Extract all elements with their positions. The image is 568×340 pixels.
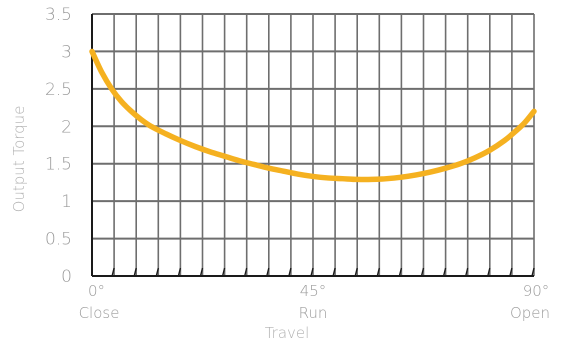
x-minor-tick <box>531 267 535 277</box>
x-minor-tick <box>376 267 380 277</box>
x-minor-tick <box>487 267 491 277</box>
x-tick-sublabel: Open <box>510 304 550 322</box>
x-minor-tick <box>442 267 447 277</box>
y-tick-label: 1.5 <box>45 155 72 175</box>
y-tick-label: 2 <box>61 117 72 137</box>
y-tick-label: 0.5 <box>45 230 72 250</box>
y-tick-label: 3 <box>61 42 72 62</box>
x-minor-tick <box>111 267 115 277</box>
x-minor-tick <box>509 267 513 277</box>
x-minor-tick <box>177 267 182 277</box>
x-minor-tick <box>332 267 336 277</box>
x-tick-label: 0° <box>88 282 105 300</box>
x-tick-sublabel: Close <box>79 304 120 322</box>
x-minor-tick <box>310 267 314 277</box>
x-tick-label: 90° <box>523 282 550 300</box>
torque-curve-line <box>89 48 537 183</box>
y-tick-label: 0 <box>61 267 72 287</box>
x-minor-tick <box>354 267 358 277</box>
x-minor-tick <box>465 267 469 277</box>
x-minor-tick <box>133 267 137 277</box>
y-tick-label: 1 <box>61 192 72 212</box>
x-minor-tick <box>244 267 248 277</box>
x-minor-tick <box>221 267 226 277</box>
x-minor-tick <box>266 267 270 277</box>
x-minor-tick <box>155 267 159 277</box>
x-minor-tick <box>398 267 403 277</box>
y-tick-label: 2.5 <box>45 80 72 100</box>
y-tick-label: 3.5 <box>45 5 72 25</box>
x-minor-tick <box>199 267 204 277</box>
x-axis-label: Travel <box>265 324 310 340</box>
x-tick-label: 45° <box>300 282 327 300</box>
x-minor-tick <box>288 267 292 277</box>
y-axis-label: Output Torque <box>10 106 28 213</box>
x-tick-sublabel: Run <box>299 304 328 322</box>
x-minor-tick <box>420 267 425 277</box>
